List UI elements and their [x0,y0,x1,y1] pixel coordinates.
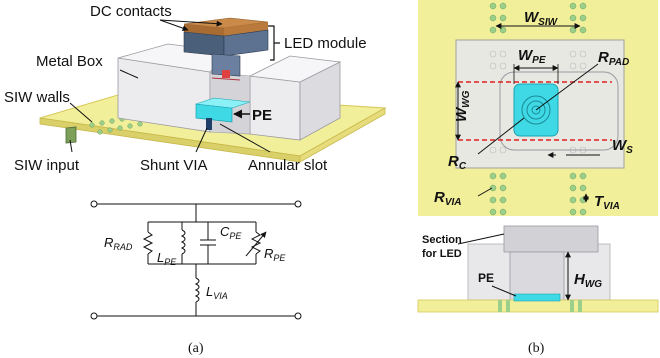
section-pcb [417,299,659,313]
siw-input-port [65,126,77,144]
label-h-wg: HWG [574,271,602,290]
label-annular-slot: Annular slot [248,157,328,174]
caption-a: (a) [188,341,204,356]
label-section-pe: PE [478,271,494,285]
label-w-wg: WWG [453,90,472,122]
section-pe [513,293,561,302]
led-module-bracket [268,25,280,61]
panel-a-3d-model: DC contacts LED module Metal Box SIW wal… [4,3,387,174]
label-pe: PE [252,107,272,124]
label-r-rad: RRAD [104,235,133,252]
label-r-c: RC [448,153,467,172]
annular-slot-outline [499,71,619,151]
label-l-via: LVIA [206,284,228,301]
resistor-rpe [250,231,262,255]
label-w-siw: WSIW [524,9,559,28]
label-section-line2: for LED [422,248,462,260]
shunt-via [206,118,212,130]
label-c-pe: CPE [220,224,242,241]
label-r-via: RVIA [434,189,462,208]
circuit-labels: RRAD LPE CPE RPE LVIA [104,224,286,301]
label-w-pe: WPE [518,47,546,66]
label-l-pe: LPE [157,250,177,267]
label-section-line1: Section [422,234,462,246]
label-dc-contacts: DC contacts [90,3,172,20]
panel-b-section-view: Section for LED PE HWG [417,225,659,322]
label-r-pad: RPAD [598,49,629,68]
led-module [183,17,269,81]
label-r-pe: RPE [264,246,286,263]
caption-b: (b) [528,341,545,356]
label-t-via: TVIA [594,193,620,212]
inductor-lpe [180,229,186,255]
metal-box-right-top [248,55,342,83]
label-siw-walls: SIW walls [4,89,70,106]
equivalent-circuit [90,200,302,320]
panel-b-top-view: WSIW WPE RPAD WWG WS RC RVIA TVIA [418,0,658,216]
section-led-socket [503,225,599,253]
inductor-lvia [194,277,200,303]
resistor-rrad [142,231,154,255]
pcb-board-side [299,107,386,163]
label-led-module: LED module [284,35,367,52]
label-w-s: WS [612,137,633,156]
label-siw-input: SIW input [14,157,80,174]
label-metal-box: Metal Box [36,53,103,70]
label-shunt-via: Shunt VIA [140,157,208,174]
